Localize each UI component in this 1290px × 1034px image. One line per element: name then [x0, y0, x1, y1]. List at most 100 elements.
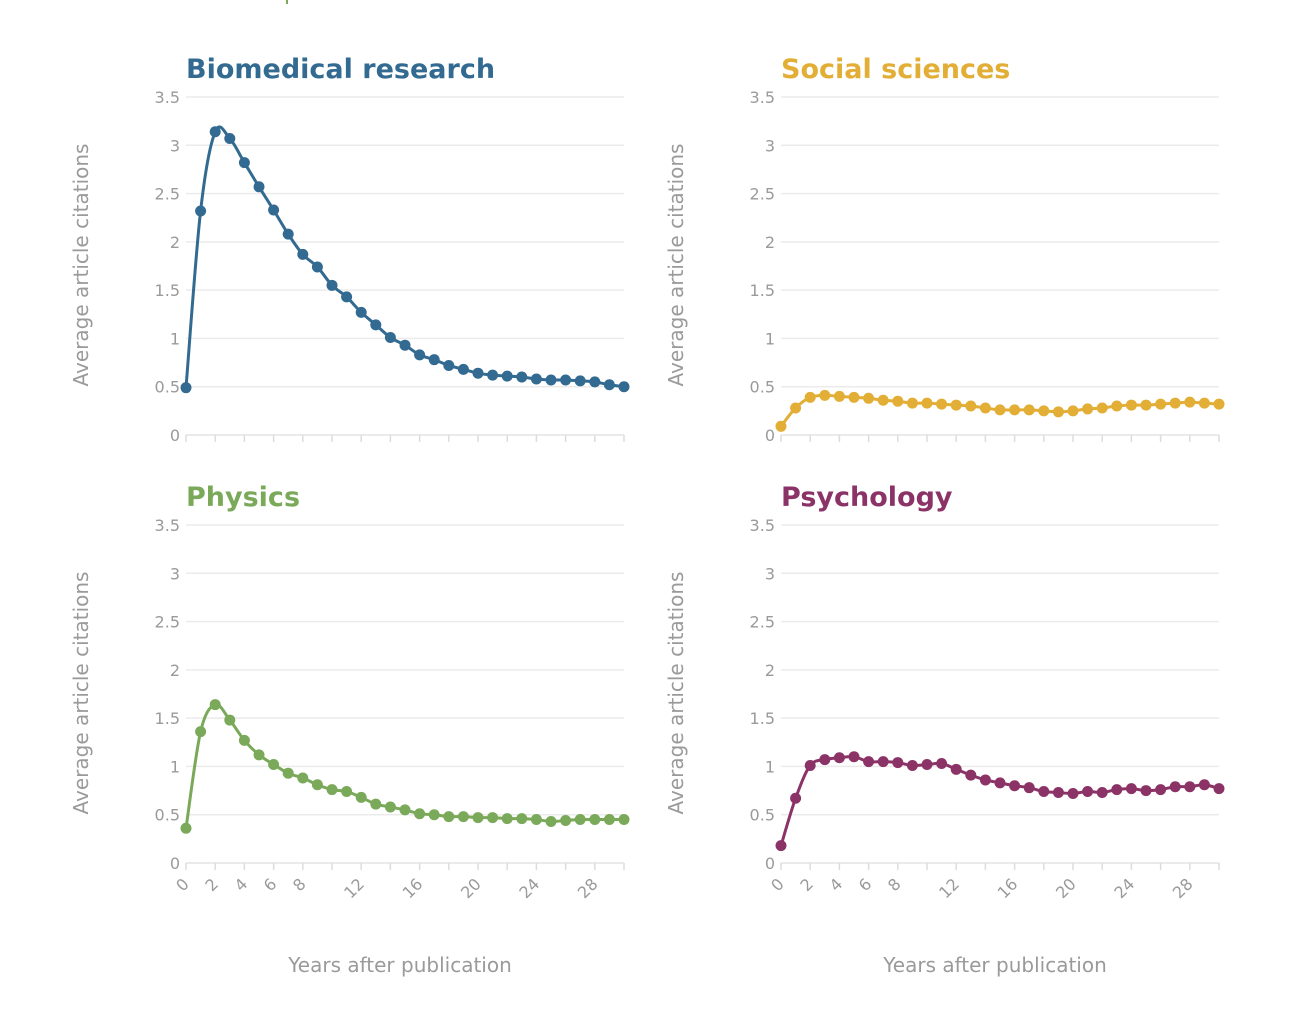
data-point: [457, 811, 469, 823]
data-point: [574, 814, 586, 826]
data-point: [414, 808, 426, 820]
data-point: [1140, 399, 1152, 411]
data-point: [892, 395, 904, 407]
x-tick-label: 8: [289, 874, 310, 895]
x-axis-label: Years after publication: [882, 953, 1107, 977]
x-tick-label: 2: [796, 874, 817, 895]
y-tick-label: 2: [765, 661, 775, 680]
data-point: [341, 786, 353, 798]
data-point: [906, 759, 918, 771]
x-tick-label: 2: [201, 874, 222, 895]
y-tick-label: 2: [170, 233, 180, 252]
data-point: [399, 804, 411, 816]
x-tick-label: 28: [574, 874, 602, 902]
y-tick-label: 2.5: [155, 185, 180, 204]
data-point: [384, 801, 396, 813]
data-point: [311, 261, 323, 273]
data-point: [282, 228, 294, 240]
x-tick-label: 0: [172, 874, 193, 895]
data-point: [603, 814, 615, 826]
data-point: [487, 369, 499, 381]
x-tick-label: 6: [260, 874, 281, 895]
x-axis-label: Years after publication: [287, 953, 512, 977]
y-axis-label: Average article citations: [664, 572, 688, 815]
y-axis-label: Average article citations: [69, 572, 93, 815]
data-point: [790, 792, 802, 804]
y-tick-label: 0.5: [750, 806, 775, 825]
data-point: [775, 420, 787, 432]
data-point: [1023, 404, 1035, 416]
x-tick-label: 8: [884, 874, 905, 895]
x-tick-label: 20: [457, 874, 485, 902]
y-tick-label: 3: [765, 564, 775, 583]
data-point: [311, 779, 323, 791]
data-point: [979, 774, 991, 786]
data-point: [1125, 399, 1137, 411]
data-point: [848, 751, 860, 763]
data-point: [892, 757, 904, 769]
data-point: [618, 814, 630, 826]
data-point: [863, 392, 875, 404]
data-point: [457, 363, 469, 375]
data-point: [1155, 784, 1167, 796]
data-point: [443, 359, 455, 371]
x-tick-label: 16: [994, 874, 1022, 902]
data-point: [1082, 403, 1094, 415]
data-point: [326, 784, 338, 796]
data-point: [195, 726, 207, 738]
data-point: [1213, 398, 1225, 410]
y-tick-label: 0: [170, 854, 180, 873]
y-tick-label: 2.5: [750, 613, 775, 632]
data-point: [1140, 785, 1152, 797]
data-point: [1038, 786, 1050, 798]
data-point: [1184, 781, 1196, 793]
data-point: [297, 248, 309, 260]
data-point: [370, 798, 382, 810]
y-tick-label: 0: [170, 426, 180, 445]
panel-title: Physics: [186, 482, 300, 513]
data-point: [979, 402, 991, 414]
y-tick-label: 0.5: [155, 378, 180, 397]
data-point: [804, 759, 816, 771]
data-point: [936, 398, 948, 410]
y-tick-label: 3: [170, 564, 180, 583]
y-tick-label: 1: [170, 757, 180, 776]
data-point: [819, 389, 831, 401]
panel-title: Psychology: [781, 482, 953, 513]
data-point: [1067, 405, 1079, 417]
data-point: [399, 339, 411, 351]
data-point: [1067, 787, 1079, 799]
data-point: [384, 331, 396, 343]
x-tick-label: 0: [767, 874, 788, 895]
y-tick-label: 1: [765, 757, 775, 776]
data-point: [877, 394, 889, 406]
panel-title: Biomedical research: [186, 54, 495, 85]
data-point: [589, 376, 601, 388]
chart-panel: Biomedical research 0 0.5 1 1.5 2 2.5 3 3.5 Avera…: [69, 54, 630, 445]
data-point: [1198, 397, 1210, 409]
data-point: [472, 367, 484, 379]
data-point: [560, 374, 572, 386]
y-tick-label: 3.5: [750, 88, 775, 107]
y-tick-label: 2.5: [155, 613, 180, 632]
data-point: [965, 400, 977, 412]
data-point: [443, 811, 455, 823]
data-point: [472, 812, 484, 824]
data-point: [921, 397, 933, 409]
data-point: [848, 391, 860, 403]
data-point: [863, 756, 875, 768]
data-point: [804, 391, 816, 403]
data-point: [1111, 784, 1123, 796]
y-axis-label: Average article citations: [69, 144, 93, 387]
cropped-green-mark: [286, 0, 288, 4]
data-point: [224, 133, 236, 145]
data-point: [530, 373, 542, 385]
data-point: [1038, 405, 1050, 417]
data-point: [775, 840, 787, 852]
chart-panel: Social sciences 0 0.5 1 1.5 2 2.5 3 3.5 Average a…: [664, 54, 1225, 445]
data-point: [428, 354, 440, 366]
data-point: [355, 791, 367, 803]
y-tick-label: 0.5: [155, 806, 180, 825]
